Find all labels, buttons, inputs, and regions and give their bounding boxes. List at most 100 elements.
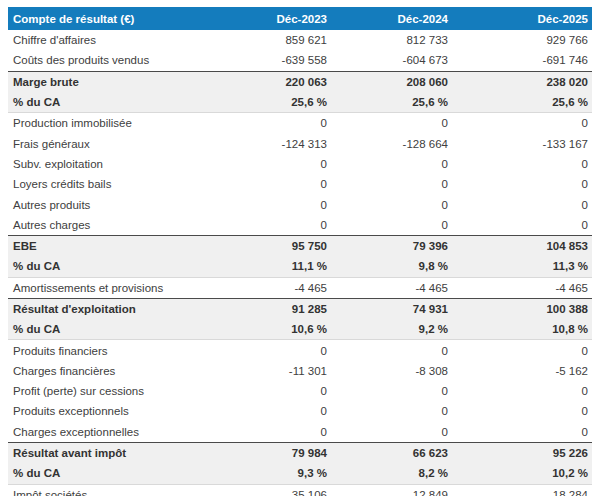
value-cell: -12 849 — [331, 484, 452, 496]
income-statement-container: Compte de résultat (€) Déc-2023 Déc-2024… — [8, 7, 592, 496]
table-row: Production immobilisée000 — [8, 113, 592, 134]
table-row: Résultat avant impôt79 98466 62395 226 — [8, 442, 592, 463]
value-cell: 0 — [331, 340, 452, 361]
row-label-cell: Coûts des produits vendus — [8, 50, 208, 71]
value-cell: 91 285 — [208, 298, 331, 319]
income-statement-table: Compte de résultat (€) Déc-2023 Déc-2024… — [8, 7, 592, 496]
value-cell: 0 — [452, 215, 592, 236]
value-cell: 0 — [331, 401, 452, 421]
value-cell: 0 — [452, 174, 592, 194]
value-cell: 0 — [208, 215, 331, 236]
value-cell: 0 — [208, 340, 331, 361]
row-label-cell: Profit (perte) sur cessions — [8, 381, 208, 401]
value-cell: -4 465 — [331, 277, 452, 298]
value-cell: -133 167 — [452, 133, 592, 153]
table-header-row: Compte de résultat (€) Déc-2023 Déc-2024… — [8, 7, 592, 30]
value-cell: 0 — [331, 381, 452, 401]
value-cell: 25,6 % — [452, 92, 592, 113]
value-cell: 0 — [331, 154, 452, 174]
table-row: Produits financiers000 — [8, 340, 592, 361]
value-cell: 10,2 % — [452, 463, 592, 484]
value-cell: 0 — [331, 194, 452, 214]
value-cell: 859 621 — [208, 30, 331, 50]
value-cell: 0 — [452, 340, 592, 361]
value-cell: 11,3 % — [452, 256, 592, 277]
header-label-cell: Compte de résultat (€) — [8, 7, 208, 30]
value-cell: 812 733 — [331, 30, 452, 50]
row-label-cell: Produits financiers — [8, 340, 208, 361]
value-cell: 10,8 % — [452, 319, 592, 340]
row-label-cell: Résultat d'exploitation — [8, 298, 208, 319]
value-cell: 0 — [208, 381, 331, 401]
row-label-cell: % du CA — [8, 319, 208, 340]
table-row: Charges exceptionnelles000 — [8, 422, 592, 443]
value-cell: 0 — [331, 113, 452, 134]
value-cell: -8 308 — [331, 361, 452, 381]
row-label-cell: % du CA — [8, 463, 208, 484]
table-row: Profit (perte) sur cessions000 — [8, 381, 592, 401]
table-row: Amortissements et provisions -4 465-4 465… — [8, 277, 592, 298]
value-cell: 9,8 % — [331, 256, 452, 277]
value-cell: 10,6 % — [208, 319, 331, 340]
row-label-cell: Marge brute — [8, 71, 208, 92]
value-cell: -124 313 — [208, 133, 331, 153]
row-label-cell: Autres produits — [8, 194, 208, 214]
value-cell: 0 — [331, 215, 452, 236]
row-label-cell: Impôt sociétés — [8, 484, 208, 496]
table-row: Résultat d'exploitation91 28574 931100 3… — [8, 298, 592, 319]
table-row: % du CA25,6 %25,6 %25,6 % — [8, 92, 592, 113]
table-row: Impôt sociétés-35 106-12 849-18 284 — [8, 484, 592, 496]
row-label-cell: Autres charges — [8, 215, 208, 236]
row-label-cell: Résultat avant impôt — [8, 442, 208, 463]
row-label-cell: Subv. exploitation — [8, 154, 208, 174]
value-cell: -639 558 — [208, 50, 331, 71]
row-label-cell: Produits exceptionnels — [8, 401, 208, 421]
value-cell: 9,2 % — [331, 319, 452, 340]
row-label-cell: % du CA — [8, 256, 208, 277]
value-cell: 9,3 % — [208, 463, 331, 484]
row-label-cell: Production immobilisée — [8, 113, 208, 134]
value-cell: 0 — [452, 381, 592, 401]
value-cell: 0 — [208, 422, 331, 443]
value-cell: -691 746 — [452, 50, 592, 71]
table-row: Autres charges000 — [8, 215, 592, 236]
value-cell: 220 063 — [208, 71, 331, 92]
value-cell: -5 162 — [452, 361, 592, 381]
value-cell: -35 106 — [208, 484, 331, 496]
row-label-cell: % du CA — [8, 92, 208, 113]
value-cell: 79 984 — [208, 442, 331, 463]
value-cell: 66 623 — [331, 442, 452, 463]
page: Compte de résultat (€) Déc-2023 Déc-2024… — [0, 0, 600, 496]
value-cell: 8,2 % — [331, 463, 452, 484]
value-cell: 25,6 % — [331, 92, 452, 113]
table-row: Loyers crédits bails000 — [8, 174, 592, 194]
value-cell: 0 — [208, 174, 331, 194]
row-label-cell: Amortissements et provisions — [8, 277, 208, 298]
value-cell: 104 853 — [452, 235, 592, 256]
table-row: Autres produits000 — [8, 194, 592, 214]
value-cell: 208 060 — [331, 71, 452, 92]
value-cell: 0 — [208, 194, 331, 214]
table-body: Chiffre d'affaires859 621812 733929 766C… — [8, 30, 592, 496]
value-cell: 95 750 — [208, 235, 331, 256]
value-cell: -128 664 — [331, 133, 452, 153]
row-label-cell: Charges financières — [8, 361, 208, 381]
value-cell: 0 — [208, 113, 331, 134]
header-year-cell-2025: Déc-2025 — [452, 7, 592, 30]
row-label-cell: Chiffre d'affaires — [8, 30, 208, 50]
value-cell: -4 465 — [452, 277, 592, 298]
value-cell: 0 — [452, 194, 592, 214]
row-label-cell: EBE — [8, 235, 208, 256]
row-label-cell: Frais généraux — [8, 133, 208, 153]
value-cell: 74 931 — [331, 298, 452, 319]
value-cell: 0 — [452, 401, 592, 421]
value-cell: 0 — [208, 154, 331, 174]
value-cell: -18 284 — [452, 484, 592, 496]
header-year-cell-2024: Déc-2024 — [331, 7, 452, 30]
table-row: EBE95 75079 396104 853 — [8, 235, 592, 256]
value-cell: 95 226 — [452, 442, 592, 463]
value-cell: 0 — [331, 422, 452, 443]
table-row: Marge brute220 063208 060238 020 — [8, 71, 592, 92]
table-row: % du CA11,1 %9,8 %11,3 % — [8, 256, 592, 277]
value-cell: 100 388 — [452, 298, 592, 319]
